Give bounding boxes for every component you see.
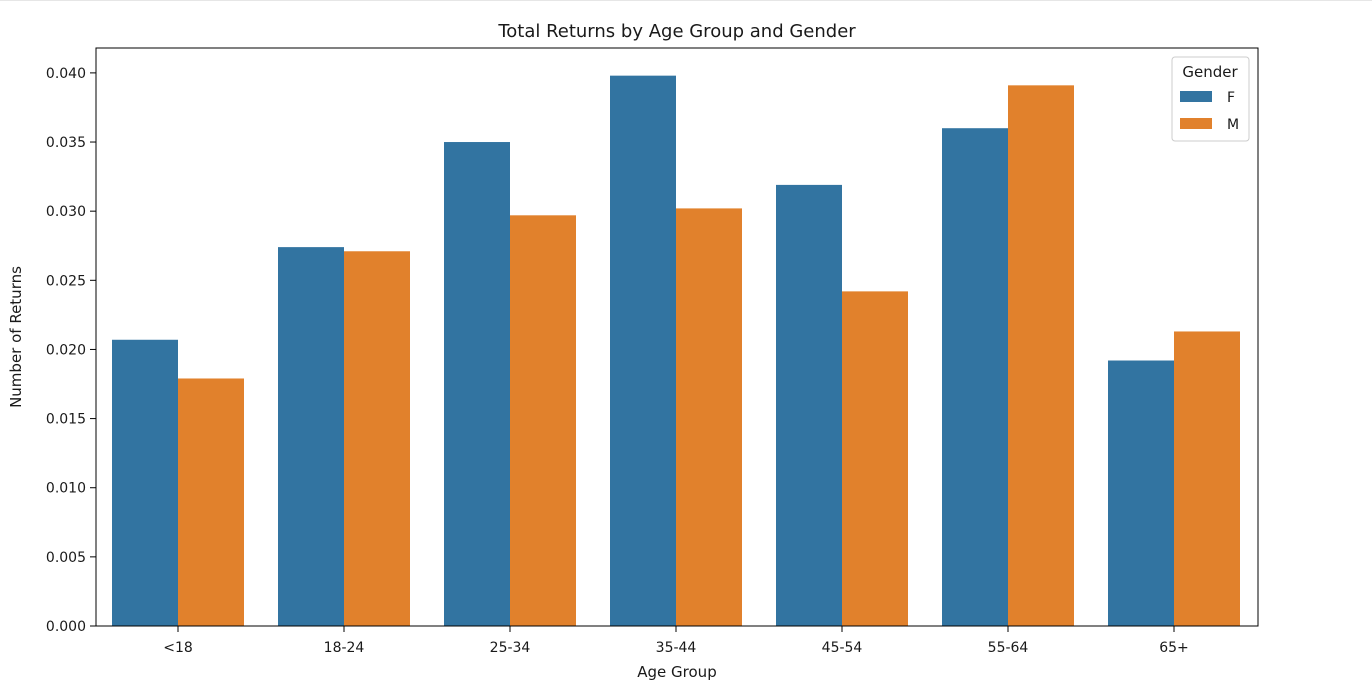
y-tick-label: 0.020 [46, 342, 86, 358]
x-tick-label: 55-64 [988, 640, 1029, 656]
y-axis-title: Number of Returns [7, 266, 25, 408]
legend-swatch-m [1180, 118, 1212, 129]
y-tick-label: 0.040 [46, 66, 86, 82]
bar-f-5 [942, 128, 1008, 626]
y-tick-label: 0.030 [46, 204, 86, 220]
bars-group [112, 75, 1240, 627]
y-tick-label: 0.000 [46, 619, 86, 635]
chart-title: Total Returns by Age Group and Gender [497, 21, 856, 42]
top-divider [0, 0, 1372, 1]
y-tick-label: 0.025 [46, 273, 86, 289]
x-tick-label: 65+ [1159, 640, 1189, 656]
bar-f-1 [278, 247, 344, 626]
y-tick-label: 0.005 [46, 550, 86, 566]
x-tick-label: 25-34 [490, 640, 531, 656]
legend-swatch-f [1180, 91, 1212, 102]
x-axis: <18 18-24 25-34 35-44 45-54 55-64 65+ [163, 626, 1189, 656]
x-tick-label: <18 [163, 640, 193, 656]
bar-m-6 [1174, 331, 1240, 626]
bar-m-4 [842, 291, 908, 626]
bar-f-6 [1108, 360, 1174, 626]
bar-f-0 [112, 339, 178, 626]
y-tick-label: 0.010 [46, 481, 86, 497]
x-tick-label: 18-24 [324, 640, 365, 656]
bar-m-2 [510, 215, 576, 626]
bar-m-0 [178, 378, 244, 626]
x-tick-label: 35-44 [656, 640, 697, 656]
legend-label-f: F [1227, 90, 1235, 106]
legend-label-m: M [1227, 117, 1239, 133]
bar-m-1 [344, 251, 410, 626]
y-tick-label: 0.035 [46, 135, 86, 151]
bar-m-3 [676, 208, 742, 626]
legend: Gender F M [1171, 56, 1250, 142]
x-axis-title: Age Group [637, 663, 716, 681]
plot-frame [95, 47, 1259, 627]
x-tick-label: 45-54 [822, 640, 863, 656]
y-axis: 0.000 0.005 0.010 0.015 0.020 0.025 0.030 0.035… [46, 66, 96, 635]
y-tick-label: 0.015 [46, 412, 86, 428]
bar-m-5 [1008, 85, 1074, 626]
bar-f-3 [610, 75, 676, 626]
bar-f-2 [444, 142, 510, 627]
bar-f-4 [776, 184, 842, 627]
legend-title: Gender [1182, 63, 1238, 81]
